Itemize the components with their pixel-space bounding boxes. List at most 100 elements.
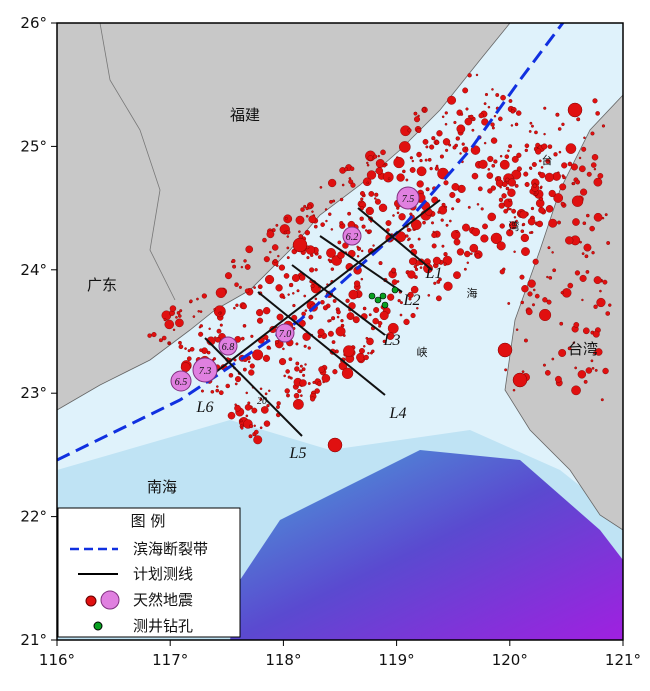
quake xyxy=(515,110,522,116)
quake xyxy=(542,297,548,303)
quake xyxy=(451,207,455,211)
quake xyxy=(392,214,395,217)
quake xyxy=(602,367,609,375)
quake xyxy=(585,367,593,374)
well xyxy=(381,301,389,309)
quake xyxy=(262,354,271,362)
quake xyxy=(329,199,333,204)
quake xyxy=(277,254,280,258)
quake xyxy=(311,210,314,213)
quake xyxy=(245,391,249,395)
quake xyxy=(320,222,325,227)
quake xyxy=(471,128,475,132)
quake xyxy=(591,366,595,370)
quake xyxy=(248,434,253,439)
quake xyxy=(536,220,543,228)
quake xyxy=(215,336,221,343)
legend xyxy=(57,507,241,638)
quake xyxy=(509,208,512,211)
quake xyxy=(555,112,560,117)
quake xyxy=(360,277,364,281)
quake xyxy=(487,212,497,222)
quake xyxy=(530,124,534,128)
legend-item: 滨海断裂带 xyxy=(133,540,208,558)
quake xyxy=(252,349,264,361)
quake xyxy=(467,73,472,78)
frame xyxy=(56,22,624,641)
quake xyxy=(601,124,606,128)
quake xyxy=(245,245,254,254)
x-tick-label: 116° xyxy=(39,651,75,669)
x-tick-label: 117° xyxy=(152,651,188,669)
quake xyxy=(244,404,252,411)
quake xyxy=(435,295,442,302)
quake xyxy=(352,316,360,324)
legend-well xyxy=(93,621,103,631)
quake xyxy=(524,148,529,153)
quake xyxy=(548,276,553,280)
quake xyxy=(299,379,307,387)
quake xyxy=(447,95,457,105)
quake xyxy=(242,323,247,328)
quake xyxy=(325,219,328,223)
quake xyxy=(590,131,595,136)
quake xyxy=(341,183,345,187)
quake xyxy=(310,396,316,402)
quake xyxy=(469,114,474,119)
survey-lines xyxy=(204,199,441,437)
quake xyxy=(491,126,495,130)
quake xyxy=(386,332,395,340)
quake xyxy=(197,310,200,313)
quake xyxy=(397,299,401,303)
quake xyxy=(413,111,418,116)
quake xyxy=(431,136,436,141)
quake xyxy=(266,230,275,239)
quake xyxy=(407,291,414,299)
quake xyxy=(416,180,424,188)
quake xyxy=(172,328,176,332)
quake xyxy=(288,282,294,288)
quake xyxy=(583,379,588,384)
depth-label: 20 xyxy=(257,396,267,407)
quake xyxy=(363,354,369,361)
quake xyxy=(306,256,310,260)
quake xyxy=(327,437,343,453)
quake xyxy=(359,191,365,196)
quake xyxy=(534,293,540,299)
quake xyxy=(346,312,355,321)
quake xyxy=(507,188,516,197)
quake xyxy=(208,327,211,331)
quake xyxy=(528,231,532,234)
quake xyxy=(419,266,423,269)
quake xyxy=(199,310,203,313)
quake xyxy=(531,162,537,167)
quake xyxy=(514,122,519,127)
quake xyxy=(562,175,566,180)
quake xyxy=(327,330,334,337)
quake xyxy=(200,389,204,393)
quake xyxy=(534,192,538,196)
place-label: 福建 xyxy=(230,106,260,124)
quake xyxy=(414,116,421,123)
quake xyxy=(483,141,487,145)
quake xyxy=(353,280,361,287)
quake xyxy=(147,333,152,338)
quake xyxy=(464,250,471,258)
quake xyxy=(527,291,533,297)
quake xyxy=(238,285,242,289)
quake xyxy=(495,179,504,187)
quake xyxy=(167,341,171,345)
quake xyxy=(512,372,528,388)
quake xyxy=(331,316,336,321)
quake xyxy=(292,237,308,253)
legend-item: 计划测线 xyxy=(133,565,193,583)
quake xyxy=(178,344,184,350)
province-border xyxy=(99,23,176,301)
quake xyxy=(486,172,494,179)
quake xyxy=(304,230,310,236)
quake xyxy=(571,195,584,207)
quake xyxy=(328,178,337,188)
quake xyxy=(590,162,597,168)
quake xyxy=(455,198,461,203)
quake xyxy=(462,223,470,232)
